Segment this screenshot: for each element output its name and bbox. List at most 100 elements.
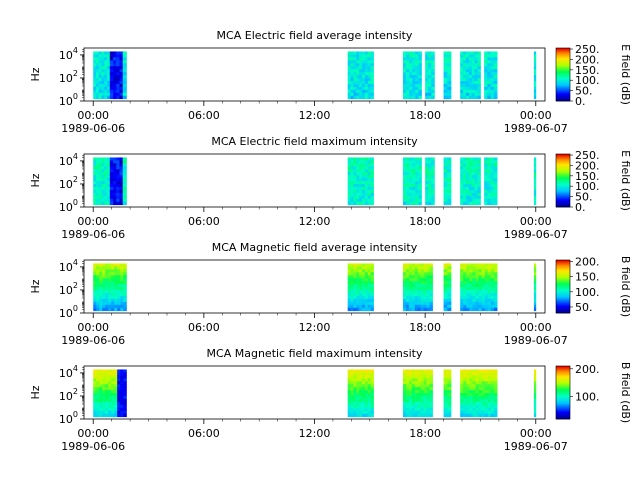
spectrogram-cell — [116, 78, 120, 82]
x-tick-label: 00:00 — [520, 321, 552, 334]
spectrogram-cell — [428, 95, 432, 100]
spectrogram-cell — [107, 83, 111, 88]
spectrogram-cell — [468, 181, 473, 185]
spectrogram-cell — [465, 192, 470, 197]
spectrogram-cell — [415, 157, 419, 161]
spectrogram-cell — [429, 393, 433, 397]
spectrogram-cell — [367, 72, 372, 76]
spectrogram-cell — [426, 413, 430, 418]
spectrogram-cell — [533, 83, 537, 88]
spectrogram-cell — [533, 192, 537, 197]
spectrogram-cell — [490, 92, 495, 97]
spectrogram-cell — [409, 63, 413, 67]
spectrogram-cell — [406, 172, 410, 176]
spectrogram-cell — [478, 410, 483, 415]
spectrogram-cell — [364, 398, 369, 403]
spectrogram-cell — [412, 175, 416, 179]
spectrogram-cell — [370, 401, 374, 406]
spectrogram-cell — [443, 304, 448, 309]
spectrogram-cell — [370, 369, 374, 373]
spectrogram-cell — [471, 181, 476, 185]
spectrogram-cell — [104, 198, 108, 203]
spectrogram-cell — [484, 186, 488, 191]
spectrogram-cell — [359, 89, 363, 94]
spectrogram-cell — [443, 86, 448, 91]
spectrogram-cell — [415, 54, 419, 58]
spectrogram-cell — [356, 75, 360, 79]
spectrogram-cell — [484, 172, 488, 176]
spectrogram-cell — [431, 175, 435, 179]
colorbar-cell — [556, 59, 570, 61]
spectrogram-cell — [420, 393, 425, 397]
spectrogram-cell — [93, 69, 97, 73]
spectrogram-cell — [104, 178, 108, 182]
spectrogram-cell — [471, 198, 476, 203]
spectrogram-cell — [99, 263, 103, 267]
spectrogram-cell — [478, 278, 483, 282]
spectrogram-cell — [484, 198, 488, 203]
spectrogram-cell — [477, 172, 481, 176]
spectrogram-cell — [370, 284, 374, 288]
spectrogram-cell — [420, 290, 425, 294]
spectrogram-cell — [484, 163, 488, 167]
colorbar-tick-label: 0. — [575, 95, 586, 108]
colorbar-cell — [556, 389, 570, 392]
spectrogram-cell — [408, 290, 413, 294]
spectrogram-cell — [370, 375, 374, 379]
spectrogram-cell — [403, 157, 407, 161]
spectrogram-cell — [481, 390, 486, 394]
colorbar-cell — [556, 286, 570, 288]
spectrogram-cell — [443, 287, 448, 291]
spectrogram-cell — [472, 287, 476, 291]
spectrogram-cell — [362, 186, 366, 191]
spectrogram-cell — [429, 378, 433, 382]
spectrogram-cell — [353, 372, 357, 376]
spectrogram-cell — [102, 304, 106, 309]
spectrogram-cell — [463, 404, 467, 409]
spectrogram-cell — [408, 378, 413, 382]
spectrogram-cell — [370, 80, 374, 85]
spectrogram-cell — [367, 51, 372, 55]
spectrogram-cell — [111, 304, 115, 309]
spectrogram-cell — [426, 375, 430, 379]
colorbar-cell — [556, 64, 570, 67]
spectrogram-cell — [107, 92, 111, 97]
spectrogram-cell — [420, 410, 425, 415]
spectrogram-cell — [364, 86, 369, 91]
spectrogram-cell — [469, 375, 473, 379]
spectrogram-cell — [474, 178, 478, 182]
spectrogram-cell — [471, 160, 476, 164]
spectrogram-cell — [423, 275, 428, 279]
spectrogram-cell — [415, 160, 419, 164]
spectrogram-cell — [460, 384, 464, 388]
spectrogram-cell — [465, 54, 470, 58]
spectrogram-cell — [533, 201, 537, 206]
spectrogram-cell — [93, 281, 97, 285]
spectrogram-cell — [99, 298, 103, 303]
spectrogram-cell — [447, 396, 452, 400]
spectrogram-cell — [443, 369, 448, 373]
spectrogram-cell — [409, 184, 413, 188]
spectrogram-cell — [347, 189, 351, 194]
spectrogram-cell — [408, 384, 413, 388]
spectrogram-cell — [406, 163, 410, 167]
spectrogram-cell — [487, 292, 492, 297]
spectrogram-cell — [364, 278, 369, 282]
y-tick-label: 104 — [59, 258, 78, 274]
spectrogram-cell — [484, 410, 489, 415]
spectrogram-cell — [96, 266, 100, 270]
spectrogram-cell — [447, 275, 452, 279]
spectrogram-cell — [353, 186, 357, 191]
spectrogram-cell — [471, 66, 476, 70]
spectrogram-cell — [431, 60, 435, 64]
spectrogram-cell — [478, 292, 483, 297]
spectrogram-cell — [465, 201, 470, 206]
colorbar-cell — [556, 294, 570, 296]
spectrogram-cell — [447, 272, 452, 276]
spectrogram-cell — [471, 178, 476, 182]
spectrogram-cell — [463, 292, 467, 297]
spectrogram-cell — [116, 51, 120, 55]
spectrogram-cell — [418, 57, 422, 61]
colorbar-cell — [556, 411, 570, 414]
spectrogram-cell — [117, 369, 121, 373]
